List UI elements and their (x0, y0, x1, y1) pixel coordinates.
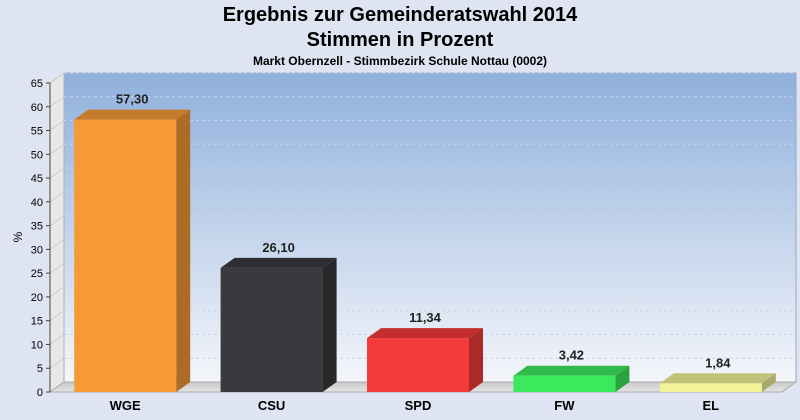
bar-front (367, 338, 469, 392)
y-tick-label: 20 (31, 292, 43, 304)
y-tick-label: 45 (31, 173, 43, 185)
grid-line-side (49, 238, 65, 250)
grid-line-side (49, 167, 65, 179)
grid-line-side (49, 143, 65, 155)
grid-line-side (49, 215, 65, 227)
grid-line-side (49, 191, 65, 203)
y-tick-label: 50 (31, 149, 43, 161)
bar-front (220, 267, 323, 392)
bar-side (761, 373, 776, 392)
plot-left-wall (49, 72, 65, 393)
data-label: 1,84 (705, 355, 731, 370)
bar-top (513, 365, 630, 376)
grid-line-side (49, 286, 65, 298)
bar-el (659, 373, 776, 392)
bar-wge (74, 109, 191, 392)
x-tick-label: SPD (405, 398, 432, 413)
grid-line-side (49, 262, 65, 274)
bar-side (469, 328, 483, 392)
y-tick-label: 55 (31, 126, 43, 138)
y-axis: 0 5 10 15 20 25 30 35 40 45 50 55 60 65% (11, 78, 51, 399)
y-tick-label: 25 (31, 268, 43, 280)
data-label: 11,34 (409, 310, 442, 325)
y-tick-label: 30 (31, 244, 43, 256)
chart-caption: Markt Obernzell - Stimmbezirk Schule Not… (252, 54, 548, 68)
y-tick-label: 0 (37, 387, 43, 399)
data-label: 57,30 (116, 92, 149, 107)
bar-front (74, 119, 177, 392)
data-label: 3,42 (559, 348, 584, 363)
bar-csu (220, 257, 337, 392)
y-tick-label: 15 (31, 316, 43, 328)
bar-side (615, 365, 630, 392)
grid-line-side (49, 96, 65, 108)
x-tick-label: CSU (258, 398, 285, 413)
bar-front (659, 383, 762, 392)
bar-spd (367, 328, 483, 392)
bar-side (176, 109, 191, 392)
bar-top (367, 328, 483, 339)
y-tick-label: 60 (31, 102, 43, 114)
bars (74, 109, 776, 392)
bar-top (220, 257, 337, 268)
grid-line-side (49, 120, 65, 131)
data-label: 26,10 (262, 240, 295, 255)
y-tick-label: 10 (31, 339, 43, 351)
x-tick-label: FW (554, 398, 575, 413)
grid-line-side (49, 357, 65, 369)
x-tick-label: EL (702, 398, 719, 413)
grid-line-side (49, 72, 65, 84)
labels: 57,30 WGE 26,10 CSU 11,34 SPD 3,42 FW 1,84 EL (110, 92, 732, 413)
grid-line-side (49, 310, 65, 322)
chart-title: Ergebnis zur Gemeinderatswahl 2014 (222, 4, 578, 26)
y-axis-label: % (11, 231, 25, 242)
bar-front (513, 375, 616, 392)
y-tick-label: 65 (31, 78, 43, 90)
bar-top (659, 373, 776, 384)
grid-line-side (49, 334, 65, 345)
bar-fw (513, 365, 630, 392)
bar-top (74, 109, 191, 120)
bar-side (322, 257, 337, 392)
y-tick-label: 35 (31, 221, 43, 233)
y-tick-label: 40 (31, 197, 43, 209)
y-tick-label: 5 (37, 363, 43, 375)
x-tick-label: WGE (110, 398, 141, 413)
chart-subtitle: Stimmen in Prozent (306, 29, 494, 51)
